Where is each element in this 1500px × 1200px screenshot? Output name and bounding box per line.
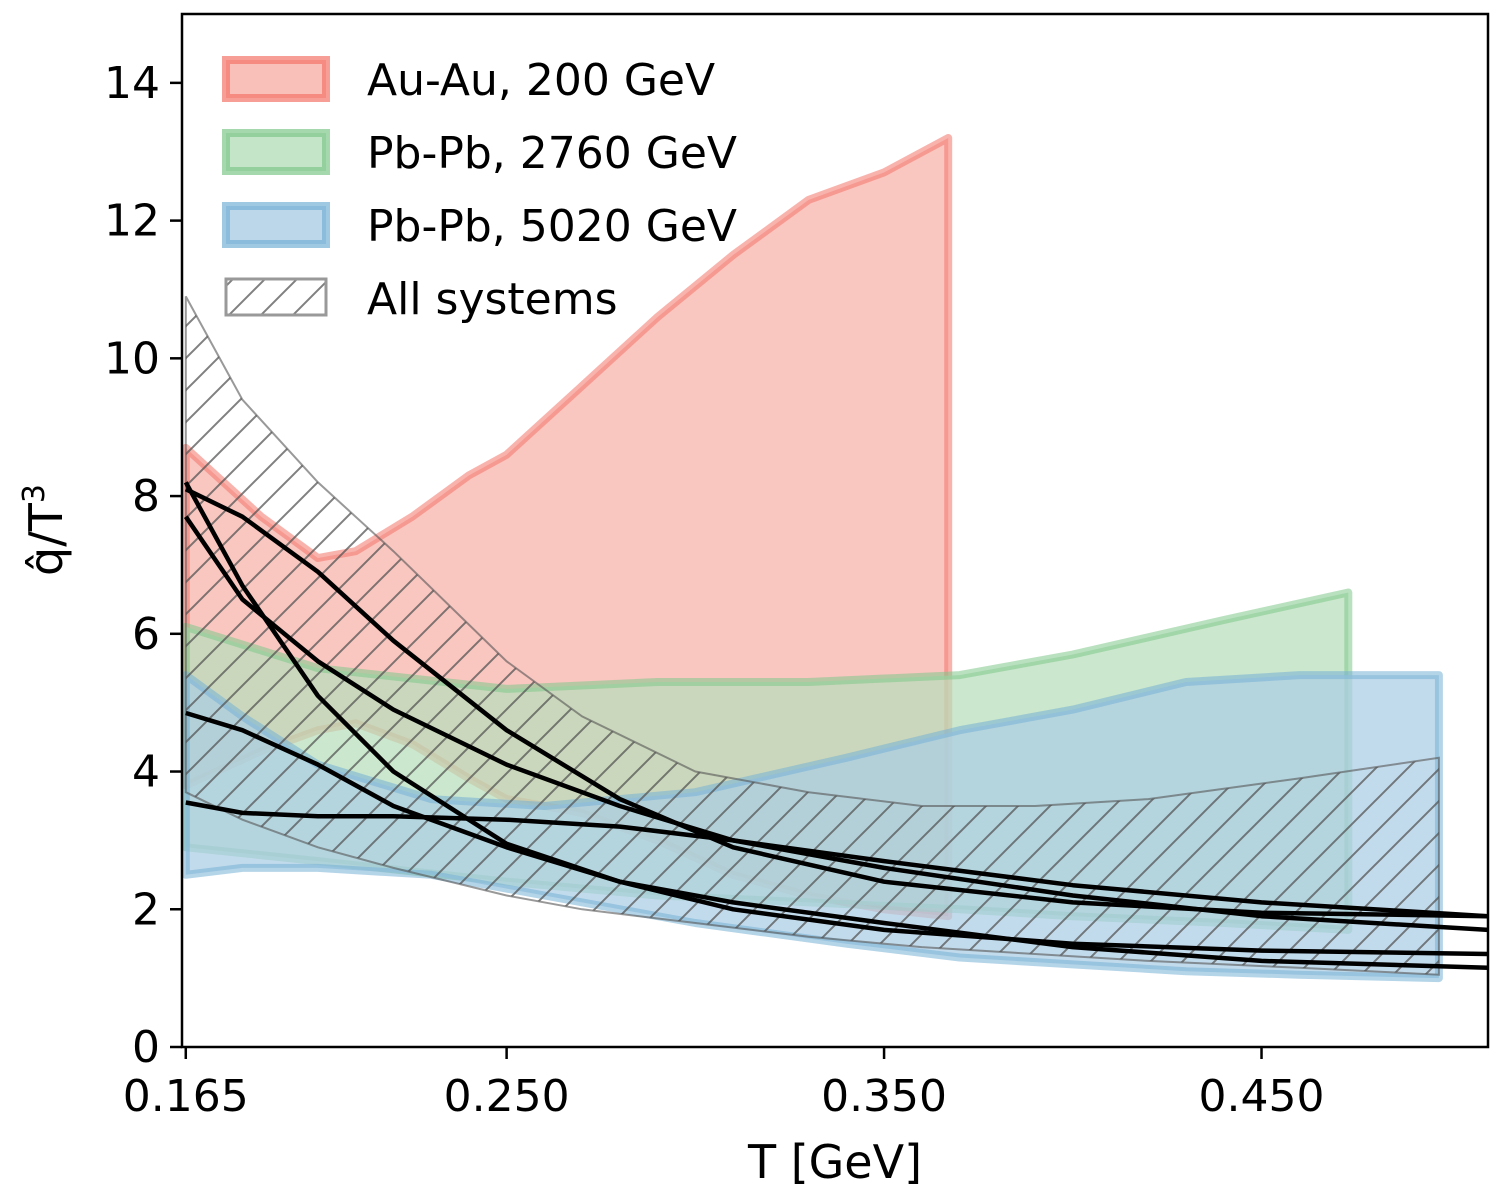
y-axis-label-base: q̂/T: [19, 502, 73, 576]
legend-label-pb-pb-5020: Pb-Pb, 5020 GeV: [367, 201, 737, 252]
x-tick-label: 0.450: [1199, 1071, 1325, 1122]
plot-frame: [180, 12, 1490, 1049]
y-tick-label: 4: [132, 747, 160, 798]
legend-swatch-all-systems: [224, 277, 328, 317]
legend-swatch-pb-pb-5020: [222, 202, 330, 248]
band-all-systems: [184, 295, 1440, 976]
y-tick-label: 12: [104, 196, 160, 247]
posterior-line-4: [185, 710, 1488, 957]
y-tick-label: 6: [132, 609, 160, 660]
posterior-line-5: [185, 800, 1488, 919]
x-axis: 0.165 0.250 0.350 0.450: [123, 1047, 1325, 1122]
y-tick-label: 0: [132, 1022, 160, 1073]
legend: Au-Au, 200 GeV Pb-Pb, 2760 GeV Pb-Pb, 50…: [222, 55, 737, 325]
legend-label-pb-pb-2760: Pb-Pb, 2760 GeV: [367, 128, 737, 179]
posterior-line-3: [183, 515, 1488, 933]
legend-label-au-au-200: Au-Au, 200 GeV: [367, 55, 715, 106]
y-tick-label: 8: [132, 471, 160, 522]
x-tick-label: 0.250: [444, 1071, 570, 1122]
y-axis-label: q̂/T3: [17, 484, 73, 576]
posterior-lines-layer: [183, 481, 1488, 971]
x-tick-label: 0.165: [123, 1071, 249, 1122]
y-tick-label: 10: [104, 333, 160, 384]
x-axis-label: T [GeV]: [747, 1135, 922, 1189]
posterior-line-1: [184, 487, 1488, 919]
y-tick-label: 14: [104, 58, 160, 109]
legend-swatch-pb-pb-2760: [222, 129, 330, 175]
hatched-band-layer: [184, 295, 1440, 976]
y-tick-label: 2: [132, 884, 160, 935]
y-axis-label-sup: 3: [17, 484, 52, 503]
legend-swatch-au-au-200: [222, 56, 330, 102]
y-axis: 0 2 4 6 8 10 12 14: [104, 58, 182, 1073]
legend-label-all-systems: All systems: [367, 274, 618, 325]
x-tick-label: 0.350: [821, 1071, 947, 1122]
